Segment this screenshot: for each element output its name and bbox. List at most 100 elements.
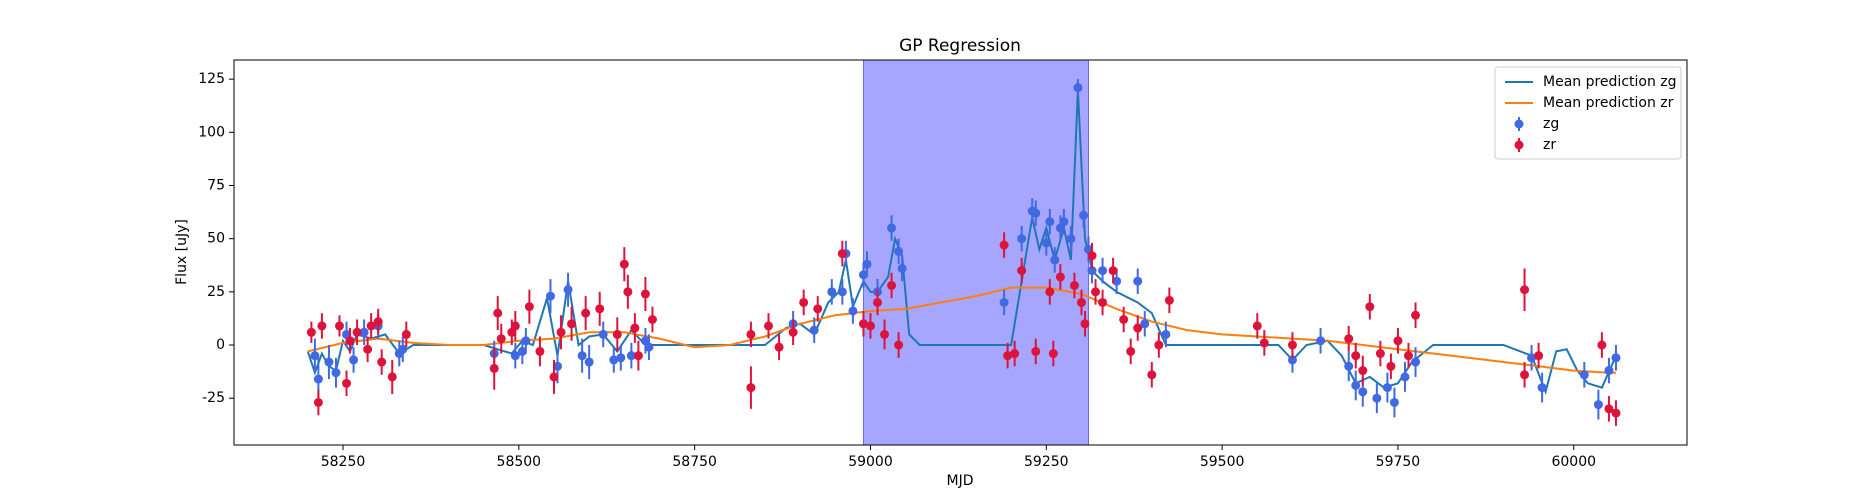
data-point [1604,366,1614,376]
axes-frame [233,59,1688,446]
data-point [317,321,327,331]
data-point [1050,255,1060,265]
data-point [567,319,577,329]
data-point [342,378,352,388]
data-point [1080,319,1090,329]
data-point [1133,276,1143,286]
data-point [1411,310,1421,320]
data-point [880,329,890,339]
data-point [1017,234,1027,244]
data-point [496,334,506,344]
x-tick-label: 58750 [672,454,717,470]
data-point [1045,287,1055,297]
data-point [623,287,633,297]
data-point [1059,217,1069,227]
data-point [1069,280,1079,290]
data-point [999,240,1009,250]
data-point [1411,357,1421,367]
data-point [1147,370,1157,380]
data-point [1386,361,1396,371]
legend-box [1494,66,1682,160]
data-point [640,289,650,299]
legend-label: zg [1543,116,1559,132]
data-point [521,336,531,346]
data-point [373,317,383,327]
legend-swatch [1514,119,1524,129]
data-point [1031,346,1041,356]
y-tick-label: -25 [202,390,225,406]
data-point [345,336,355,346]
data-point [774,342,784,352]
data-point [644,342,654,352]
legend-label: Mean prediction zr [1543,95,1674,111]
data-point [489,363,499,373]
data-point [999,297,1009,307]
data-point [584,357,594,367]
data-point [887,280,897,290]
data-point [1076,297,1086,307]
legend-label: zr [1543,137,1556,153]
x-tick-label: 60000 [1551,454,1596,470]
mean-line [307,286,1616,374]
data-point [1382,383,1392,393]
data-point [1604,404,1614,414]
y-tick-label: 100 [198,124,225,140]
data-point [545,291,555,301]
data-point [401,329,411,339]
data-point [510,351,520,361]
data-point [1154,340,1164,350]
data-point [1119,315,1129,325]
data-point [1010,349,1020,359]
data-point [324,357,334,367]
data-point [1316,336,1326,346]
legend-label: Mean prediction zg [1543,74,1677,90]
data-point [535,346,545,356]
data-point [1140,319,1150,329]
y-tick-label: 0 [216,337,225,353]
data-point [1112,276,1122,286]
data-point [1520,370,1530,380]
data-point [1393,336,1403,346]
data-point [873,297,883,307]
data-point [1079,210,1089,220]
x-tick-label: 58250 [321,454,366,470]
data-point [746,383,756,393]
data-point [887,223,897,233]
data-point [848,306,858,316]
data-point [858,319,868,329]
data-point [577,351,587,361]
data-point [1389,397,1399,407]
data-point [788,327,798,337]
x-tick-label: 59250 [1024,454,1069,470]
data-point [1066,234,1076,244]
data-point [616,353,626,363]
data-point [331,368,341,378]
data-point [837,249,847,259]
data-point [764,321,774,331]
data-point [1527,353,1537,363]
data-point [598,329,608,339]
data-point [493,308,503,318]
data-point [619,259,629,269]
data-point [313,397,323,407]
mean-line [306,89,1617,396]
data-point [1041,238,1051,248]
x-axis-label: MJD [947,473,974,489]
data-point [1287,340,1297,350]
data-point [809,325,819,335]
data-point [1365,302,1375,312]
data-point [746,329,756,339]
data-point [366,321,376,331]
data-point [349,355,359,365]
data-point [510,321,520,331]
data-point [1126,346,1136,356]
data-point [1611,408,1621,418]
data-point [626,351,636,361]
data-point [310,351,320,361]
data-point [1073,83,1083,93]
data-point [334,321,344,331]
data-point [377,357,387,367]
data-point [581,308,591,318]
